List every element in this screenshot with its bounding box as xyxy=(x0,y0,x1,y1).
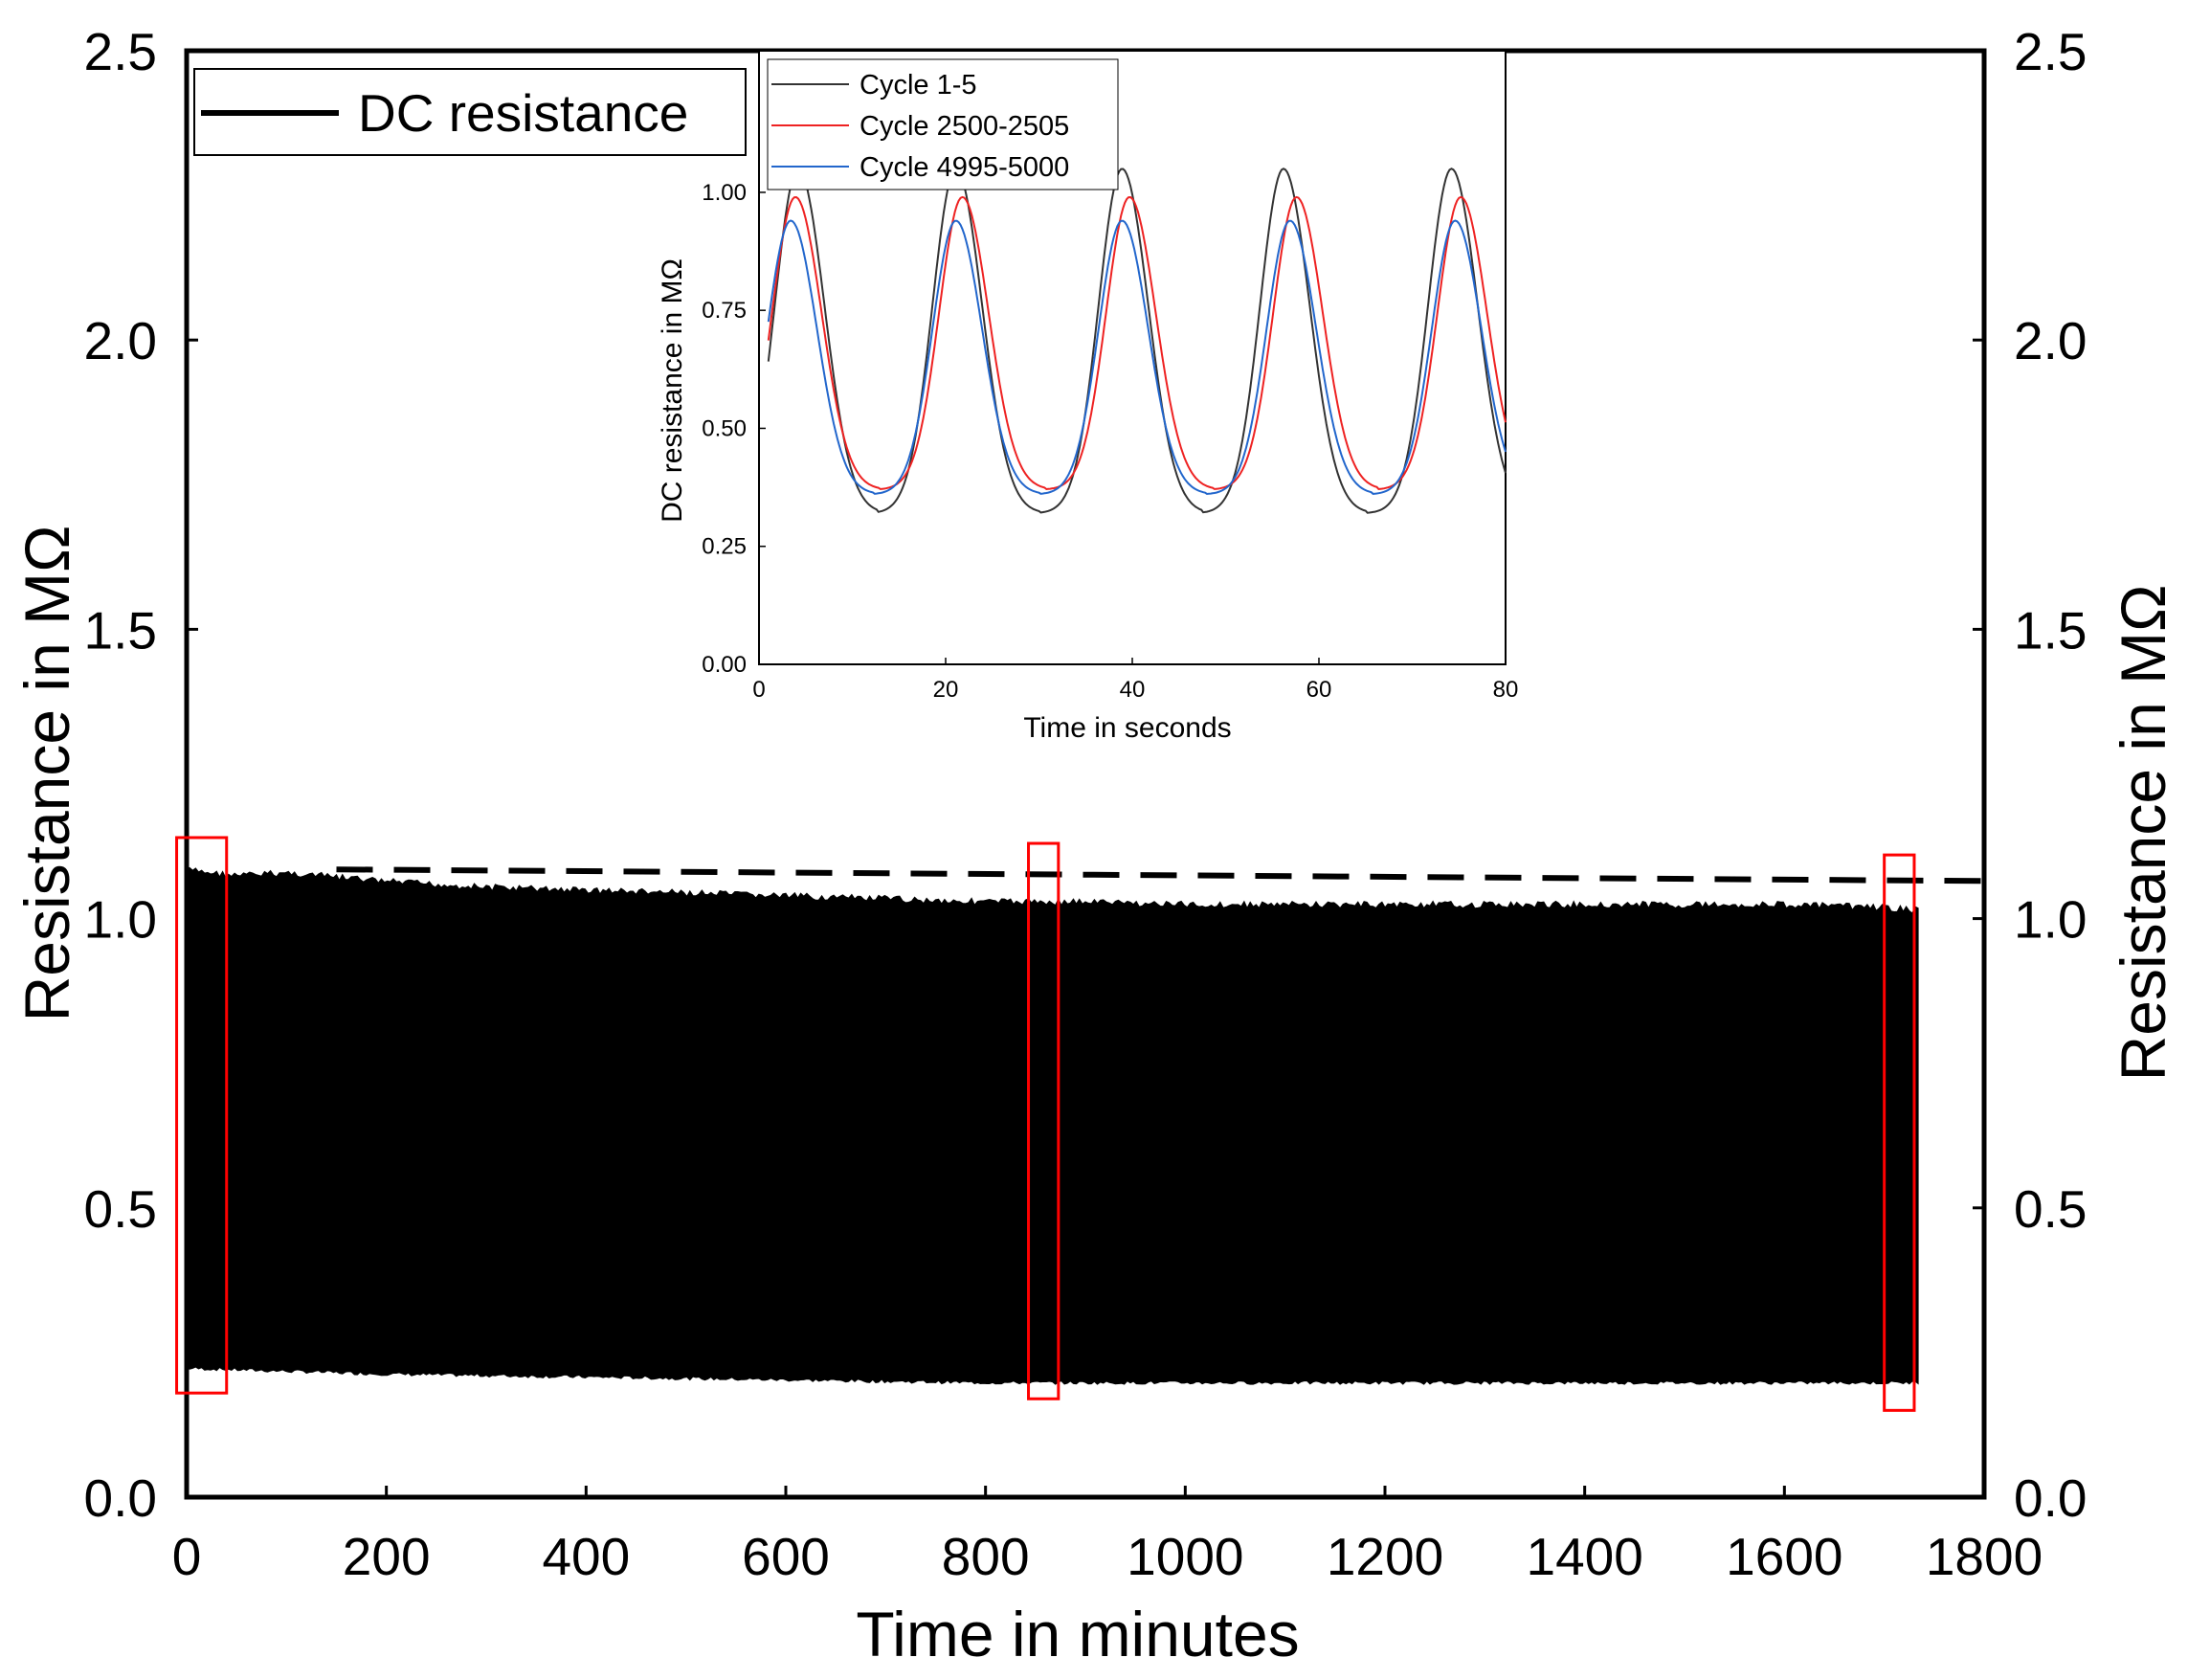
main-x-tick-label: 1600 xyxy=(1726,1527,1842,1586)
inset-x-tick-label: 80 xyxy=(1493,677,1519,703)
main-y-tick-label-left: 1.0 xyxy=(84,890,157,950)
highlight-box-2 xyxy=(1027,841,1061,1400)
main-y-tick-label-right: 1.0 xyxy=(2014,890,2087,950)
main-y-tick-label-left: 0.0 xyxy=(84,1468,157,1528)
main-x-axis-title: Time in minutes xyxy=(856,1599,1299,1669)
inset-y-tick-label: 0.50 xyxy=(702,415,747,441)
inset-x-axis-title: Time in seconds xyxy=(1023,712,1231,744)
inset-x-tick-label: 60 xyxy=(1306,677,1332,703)
main-y-tick-label-left: 1.5 xyxy=(84,600,157,660)
inset-legend-label-cycle-1-5: Cycle 1-5 xyxy=(860,70,977,101)
main-y-axis-title-right: Resistance in MΩ xyxy=(2108,585,2178,1082)
inset-data-layer xyxy=(767,168,1507,514)
inset-series-2 xyxy=(767,195,1507,491)
reference-dashed-line xyxy=(336,866,1985,885)
inset-legend: Cycle 1-5 Cycle 2500-2505 Cycle 4995-500… xyxy=(767,58,1119,190)
inset-y-axis-title: DC resistance in MΩ xyxy=(657,258,688,523)
main-x-tick-label: 800 xyxy=(942,1527,1030,1586)
main-x-tick-label: 1200 xyxy=(1327,1527,1443,1586)
inset-x-tick-label: 0 xyxy=(752,677,765,703)
inset-series-1 xyxy=(767,168,1507,514)
inset-y-tick-label: 0.00 xyxy=(702,652,747,678)
main-legend: DC resistance xyxy=(193,68,747,156)
highlight-box-1 xyxy=(175,836,229,1395)
main-x-tick-label: 600 xyxy=(742,1527,830,1586)
highlight-box-3 xyxy=(1883,853,1916,1412)
inset-x-tick-label: 40 xyxy=(1120,677,1146,703)
main-x-tick-label: 1400 xyxy=(1526,1527,1642,1586)
inset-legend-label-cycle-2500: Cycle 2500-2505 xyxy=(860,111,1069,142)
inset-y-tick-label: 0.75 xyxy=(702,298,747,324)
main-y-tick-label-left: 2.5 xyxy=(84,22,157,81)
inset-series-3 xyxy=(767,219,1507,496)
inset-axes-layer: 0 20 40 60 80 0.00 0.25 0.50 0.75 1.00 xyxy=(702,180,1518,703)
main-y-tick-label-right: 1.5 xyxy=(2014,600,2087,660)
inset-y-tick-label: 0.25 xyxy=(702,534,747,560)
main-y-tick-label-right: 2.0 xyxy=(2014,311,2087,370)
main-y-tick-label-right: 2.5 xyxy=(2014,22,2087,81)
main-x-tick-label: 1000 xyxy=(1127,1527,1243,1586)
main-x-tick-label: 400 xyxy=(542,1527,630,1586)
main-y-tick-label-right: 0.0 xyxy=(2014,1468,2087,1528)
main-y-tick-label-right: 0.5 xyxy=(2014,1179,2087,1239)
inset-legend-label-cycle-4995: Cycle 4995-5000 xyxy=(860,152,1069,183)
inset-x-tick-label: 20 xyxy=(933,677,959,703)
main-data-layer xyxy=(175,836,1985,1412)
inset-y-tick-label: 1.00 xyxy=(702,180,747,206)
main-x-tick-label: 0 xyxy=(172,1527,202,1586)
main-x-tick-label: 200 xyxy=(343,1527,431,1586)
main-y-axis-title-left: Resistance in MΩ xyxy=(11,526,82,1022)
main-y-tick-label-left: 2.0 xyxy=(84,311,157,370)
main-legend-label: DC resistance xyxy=(358,83,688,143)
dc-resistance-series xyxy=(186,866,1919,1385)
main-y-tick-label-left: 0.5 xyxy=(84,1179,157,1239)
main-x-tick-label: 1800 xyxy=(1926,1527,2043,1586)
